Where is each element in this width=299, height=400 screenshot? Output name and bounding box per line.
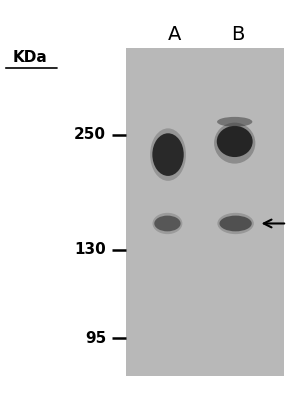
Ellipse shape <box>217 117 252 127</box>
Text: A: A <box>168 24 181 44</box>
Ellipse shape <box>217 213 254 234</box>
Text: B: B <box>231 24 244 44</box>
Ellipse shape <box>219 216 252 231</box>
Ellipse shape <box>152 133 184 176</box>
Ellipse shape <box>150 128 186 181</box>
Ellipse shape <box>154 216 181 231</box>
Text: 250: 250 <box>74 128 106 142</box>
Text: 130: 130 <box>74 242 106 257</box>
Text: 95: 95 <box>85 331 106 346</box>
Ellipse shape <box>152 213 182 234</box>
Ellipse shape <box>214 123 255 164</box>
Ellipse shape <box>217 126 253 157</box>
Text: KDa: KDa <box>13 50 47 66</box>
Bar <box>126 48 284 376</box>
